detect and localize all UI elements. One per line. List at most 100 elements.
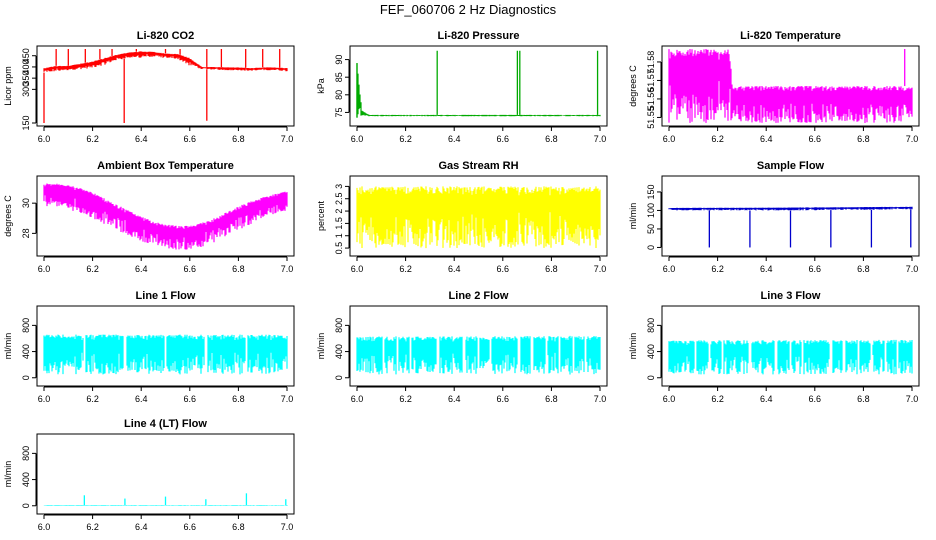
x-tick-label: 6.2	[711, 264, 724, 274]
x-tick-label: 6.2	[86, 264, 99, 274]
x-tick-label: 6.4	[760, 134, 773, 144]
x-tick-label: 6.6	[497, 264, 510, 274]
x-axis: 6.0 6.2 6.4 6.6 6.8 7.0	[663, 256, 918, 274]
y-axis-label: ml/min	[3, 461, 13, 488]
x-axis: 6.0 6.2 6.4 6.6 6.8 7.0	[663, 126, 919, 144]
x-tick-label: 7.0	[594, 394, 607, 404]
y-tick-label: 3	[334, 184, 344, 189]
figure-title: FEF_060706 2 Hz Diagnostics	[379, 2, 557, 17]
x-tick-label: 6.6	[184, 522, 197, 532]
series-trace	[43, 183, 288, 250]
x-tick-label: 7.0	[281, 522, 294, 532]
data-series	[43, 183, 288, 250]
x-tick-label: 6.6	[809, 264, 822, 274]
y-axis-label: ml/min	[628, 203, 638, 230]
plot-frame	[36, 175, 295, 257]
x-tick-label: 6.8	[232, 394, 245, 404]
x-axis: 6.0 6.2 6.4 6.6 6.8 7.0	[38, 514, 294, 532]
series-trace	[43, 334, 288, 375]
x-tick-label: 6.0	[351, 394, 364, 404]
y-tick-label: 1.5	[334, 217, 344, 230]
y-tick-label: 450	[21, 48, 31, 63]
y-tick-label: 800	[21, 318, 31, 333]
data-series	[356, 186, 601, 249]
y-tick-label: 300	[21, 82, 31, 97]
y-tick-label: 51.55	[646, 106, 656, 129]
y-tick-label: 28	[21, 228, 31, 238]
x-tick-label: 6.8	[232, 264, 245, 274]
x-tick-label: 6.4	[448, 134, 461, 144]
y-tick-label: 400	[21, 344, 31, 359]
y-axis: 0 400 800	[21, 446, 37, 508]
x-axis: 6.0 6.2 6.4 6.6 6.8 7.0	[351, 256, 607, 274]
x-tick-label: 6.4	[760, 264, 773, 274]
chart-panel-9: Line 3 Flow 6.0 6.2 6.4 6.6 6.8 7.0 0 400 800 ml/m…	[628, 290, 920, 404]
x-tick-label: 6.4	[135, 134, 148, 144]
chart-panel-2: Li-820 Pressure 6.0 6.2 6.4 6.6 6.8 7.0 75 80 85 9…	[316, 30, 608, 144]
chart-panel-4: Ambient Box Temperature 6.0 6.2 6.4 6.6 6.8 7.…	[3, 160, 295, 274]
y-tick-label: 0.5	[334, 242, 344, 255]
x-axis: 6.0 6.2 6.4 6.6 6.8 7.0	[351, 386, 607, 404]
y-tick-label: 800	[334, 318, 344, 333]
x-tick-label: 6.0	[663, 264, 676, 274]
chart-title: Sample Flow	[757, 160, 825, 172]
series-trace	[668, 49, 913, 123]
x-tick-label: 6.4	[448, 394, 461, 404]
x-tick-label: 6.0	[38, 394, 51, 404]
chart-panel-6: Sample Flow 6.0 6.2 6.4 6.6 6.8 7.0 0 50 100 150 ml…	[628, 160, 920, 274]
series-trace	[356, 335, 601, 375]
x-tick-label: 6.0	[663, 394, 676, 404]
x-tick-label: 6.4	[135, 264, 148, 274]
data-series	[356, 335, 601, 375]
y-axis-label: ml/min	[3, 333, 13, 360]
y-axis-label: Licor ppm	[3, 66, 13, 106]
plot-frame	[349, 175, 608, 257]
y-axis: 28 30	[21, 198, 37, 238]
y-tick-label: 150	[21, 115, 31, 130]
chart-title: Li-820 CO2	[137, 30, 194, 42]
x-tick-label: 6.0	[351, 264, 364, 274]
y-tick-label: 80	[334, 90, 344, 100]
x-tick-label: 7.0	[594, 264, 607, 274]
y-tick-label: 0	[334, 375, 344, 380]
x-tick-label: 6.8	[857, 394, 870, 404]
data-series	[668, 339, 913, 375]
y-tick-label: 50	[646, 224, 656, 234]
y-axis: 0 400 800	[21, 318, 37, 380]
chart-title: Li-820 Temperature	[740, 30, 841, 42]
series-trace	[43, 505, 288, 506]
x-tick-label: 6.2	[86, 522, 99, 532]
y-tick-label: 2.5	[334, 192, 344, 205]
x-tick-label: 7.0	[906, 134, 919, 144]
x-tick-label: 6.2	[399, 264, 412, 274]
x-tick-label: 6.6	[184, 264, 197, 274]
plot-frame	[36, 45, 295, 127]
x-tick-label: 6.0	[38, 264, 51, 274]
chart-panel-7: Line 1 Flow 6.0 6.2 6.4 6.6 6.8 7.0 0 400 800 ml/m…	[3, 290, 295, 404]
plot-frame	[661, 45, 920, 127]
y-tick-label: 2	[334, 209, 344, 214]
y-tick-label: 400	[21, 472, 31, 487]
y-tick-label: 51.56	[646, 88, 656, 111]
y-axis-label: ml/min	[316, 333, 326, 360]
chart-title: Ambient Box Temperature	[97, 160, 234, 172]
x-tick-label: 6.8	[545, 394, 558, 404]
x-tick-label: 6.8	[857, 264, 870, 274]
y-tick-label: 100	[646, 203, 656, 218]
y-axis-label: percent	[316, 200, 326, 231]
data-series	[668, 206, 913, 248]
x-axis: 6.0 6.2 6.4 6.6 6.8 7.0	[38, 256, 293, 274]
y-tick-label: 400	[646, 344, 656, 359]
y-tick-label: 75	[334, 107, 344, 117]
y-tick-label: 30	[21, 198, 31, 208]
chart-title: Gas Stream RH	[438, 160, 518, 172]
y-axis-label: kPa	[316, 78, 326, 94]
chart-panel-3: Li-820 Temperature 6.0 6.2 6.4 6.6 6.8 7.0 51.5…	[628, 30, 920, 144]
x-tick-label: 6.0	[38, 522, 51, 532]
series-trace	[43, 51, 288, 72]
x-axis: 6.0 6.2 6.4 6.6 6.8 7.0	[38, 386, 293, 404]
y-tick-label: 800	[21, 446, 31, 461]
plot-frame	[349, 45, 608, 127]
chart-panel-5: Gas Stream RH 6.0 6.2 6.4 6.6 6.8 7.0 0.5 1 1.5 2 2…	[316, 160, 608, 274]
